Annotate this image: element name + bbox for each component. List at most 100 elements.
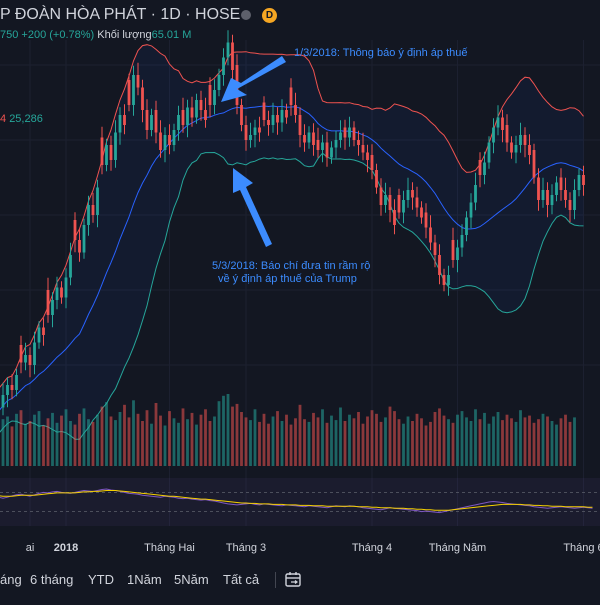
candle-body (226, 42, 230, 58)
candle-body (208, 85, 212, 105)
calendar-range-icon[interactable] (283, 570, 305, 590)
volume-bar (55, 422, 59, 466)
candle-body (6, 385, 9, 395)
candle-body (258, 127, 261, 133)
volume-bar (51, 412, 54, 466)
volume-bar (249, 420, 252, 466)
annotation-bottom-line2: về ý định áp thuế của Trump (218, 273, 357, 285)
candle-body (307, 132, 311, 143)
volume-bar (406, 416, 410, 466)
volume-bar (298, 404, 302, 466)
annotation-top: 1/3/2018: Thông báo ý định áp thuế (294, 47, 468, 59)
volume-bar (33, 414, 36, 466)
candle-body (285, 110, 288, 118)
candle-body (496, 117, 500, 128)
range-button-1y[interactable]: 1Năm (127, 572, 162, 587)
volume-bar (100, 406, 104, 466)
x-tick-label: Tháng 6 (563, 542, 600, 554)
candle-body (204, 110, 207, 120)
volume-bar (87, 419, 90, 466)
candle-body (222, 57, 225, 75)
volume-bar (492, 416, 495, 466)
candle-body (393, 210, 396, 225)
volume-value: 65.01 M (151, 29, 192, 41)
volume-bar (460, 411, 464, 466)
candle-body (330, 147, 333, 158)
volume-bar (267, 423, 270, 466)
candle-body (555, 182, 558, 195)
range-button-all[interactable]: Tất cả (223, 572, 260, 587)
candle-body (69, 255, 72, 278)
candle-body (447, 275, 450, 285)
candle-body (429, 227, 432, 243)
candle-body (546, 190, 549, 205)
candle-body (163, 135, 167, 150)
range-button-6m[interactable]: 6 tháng (30, 572, 74, 587)
candle-body (109, 145, 113, 160)
volume-bar (375, 413, 378, 466)
candle-body (190, 107, 194, 118)
volume-bar (550, 421, 554, 466)
volume-bar (145, 410, 149, 466)
candle-body (510, 142, 513, 153)
candle-body (402, 200, 405, 213)
toolbar-divider (275, 572, 276, 588)
volume-bar (199, 414, 203, 466)
volume-bar (559, 418, 563, 466)
volume-bar (411, 421, 414, 466)
volume-bar (69, 421, 72, 466)
candle-body (411, 190, 414, 198)
oscillator-pane (0, 478, 600, 526)
candle-body (37, 327, 41, 343)
range-button-ytd[interactable]: YTD (88, 572, 114, 587)
price-info-line: 750 +200 (+0.78%) Khối lượng65.01 M (0, 29, 191, 41)
volume-bar (271, 416, 275, 466)
candle-body (379, 187, 383, 205)
volume-bar (321, 409, 324, 466)
candle-body (168, 135, 171, 145)
volume-bar (285, 414, 288, 466)
candle-body (132, 75, 135, 105)
volume-bar (307, 421, 311, 466)
volume-bar (523, 417, 527, 466)
x-tick-label: Tháng 4 (352, 542, 392, 554)
volume-bar (402, 423, 405, 466)
data-source-badge[interactable]: D (262, 8, 277, 23)
volume-bar (172, 418, 176, 466)
range-button-5y[interactable]: 5Năm (174, 572, 209, 587)
bollinger-band-fill (0, 44, 584, 440)
bollinger-upper-line (0, 44, 584, 388)
price-change: +200 (+0.78%) (21, 29, 95, 41)
volume-bar (123, 404, 126, 466)
volume-bar (483, 412, 486, 466)
candle-body (253, 127, 257, 135)
volume-bar (438, 408, 441, 466)
volume-bar (420, 418, 423, 466)
volume-bar (96, 414, 99, 466)
volume-bar (280, 421, 284, 466)
volume-bar (343, 421, 347, 466)
candle-body (42, 327, 45, 335)
candle-body (348, 127, 351, 138)
candle-body (474, 185, 477, 203)
volume-bar (132, 400, 135, 466)
bollinger-middle-line (0, 105, 584, 411)
candle-body (366, 152, 369, 160)
volume-bar (190, 412, 194, 466)
bb-lower-value: 25,286 (9, 113, 43, 125)
range-button-3m[interactable]: áng (0, 572, 22, 587)
candle-body (145, 110, 149, 130)
candle-body (33, 342, 36, 365)
candle-body (312, 132, 315, 145)
volume-bar (24, 423, 27, 466)
volume-bar (177, 422, 180, 466)
candle-body (55, 287, 59, 300)
candle-body (100, 137, 104, 165)
candle-body (289, 87, 293, 105)
volume-label: Khối lượng (97, 29, 152, 41)
volume-bar (46, 418, 50, 466)
x-tick-label: ai (26, 542, 35, 554)
volume-bar (334, 420, 338, 466)
